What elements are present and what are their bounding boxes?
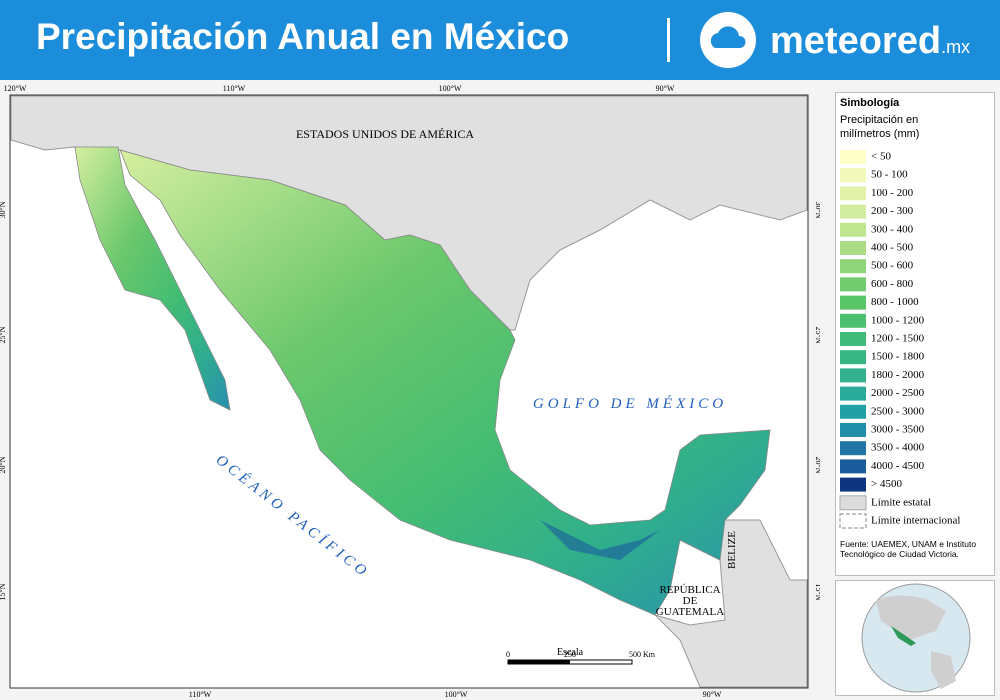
globe — [861, 583, 971, 693]
graticule-label: 30°N — [814, 202, 820, 219]
graticule-label: 110°W — [223, 84, 246, 93]
legend-swatch — [840, 186, 866, 201]
legend-swatch — [839, 513, 867, 529]
scale-rect — [508, 660, 570, 664]
high-precip-zone — [540, 520, 660, 560]
legend-label: 500 - 600 — [871, 260, 914, 272]
legend-swatch — [840, 350, 866, 365]
legend-label: 3000 - 3500 — [871, 424, 925, 436]
legend-swatch — [840, 386, 866, 401]
legend-swatch — [840, 150, 866, 164]
legend-swatch — [840, 222, 866, 237]
graticule-label: 15°N — [814, 584, 820, 601]
legend-swatch — [840, 259, 866, 274]
legend-title: Simbología — [840, 97, 900, 109]
legend-label: 600 - 800 — [871, 278, 914, 290]
scale-tick: 250 — [564, 650, 576, 659]
legend-label: 1200 - 1500 — [871, 333, 925, 345]
brand-name: meteored — [770, 20, 942, 62]
legend-swatch — [840, 477, 866, 492]
logo — [700, 12, 756, 68]
label-usa: ESTADOS UNIDOS DE AMÉRICA — [296, 127, 474, 141]
label-belize: BELIZE — [726, 531, 738, 569]
legend-label: 1800 - 2000 — [871, 369, 925, 381]
header: Precipitación Anual en México meteored.m… — [0, 0, 1000, 80]
legend-label: 300 - 400 — [871, 223, 914, 235]
legend-swatch — [839, 495, 867, 511]
legend-swatch — [840, 204, 866, 219]
scale-tick: 500 Km — [629, 650, 656, 659]
legend-label: > 4500 — [871, 478, 902, 490]
legend-label: 2500 - 3000 — [871, 405, 925, 417]
legend-source: Fuente: UAEMEX, UNAM e Instituto Tecnoló… — [840, 539, 977, 559]
legend-swatch — [840, 313, 866, 328]
graticule-label: 20°N — [814, 457, 820, 474]
scale-tick: 0 — [506, 650, 510, 659]
graticule-label: 90°W — [703, 690, 722, 699]
graticule-label: 120°W — [4, 84, 27, 93]
graticule-label: 25°N — [0, 326, 7, 343]
legend-swatch — [840, 295, 866, 310]
graticule-label: 90°W — [656, 84, 675, 93]
legend-swatch — [840, 459, 866, 474]
legend-label: 4000 - 4500 — [871, 460, 925, 472]
baja-california — [74, 146, 231, 411]
scale-title: Escala — [557, 647, 584, 658]
graticule-label: 100°W — [445, 690, 468, 699]
legend-label: 3500 - 4000 — [871, 442, 925, 454]
legend-label: 800 - 1000 — [871, 296, 919, 308]
legend-label: 2000 - 2500 — [871, 387, 925, 399]
label-guatemala: DE — [683, 595, 698, 607]
graticule-label: 25°N — [814, 327, 820, 344]
title: Precipitación Anual en México — [36, 16, 570, 57]
graticule-label: 15°N — [0, 583, 7, 600]
legend-swatch — [840, 241, 866, 255]
legend-label: 100 - 200 — [871, 187, 914, 199]
brand-suffix: .mx — [941, 37, 971, 57]
graticule-label: 110°W — [189, 690, 212, 699]
legend-label: < 50 — [871, 151, 891, 163]
legend-swatch — [840, 441, 866, 456]
legend-label: 1500 - 1800 — [871, 351, 925, 363]
label-guatemala: REPÚBLICA — [659, 584, 720, 596]
legend-label: 200 - 300 — [871, 205, 914, 217]
legend-label: 50 - 100 — [871, 169, 908, 181]
scale-bar: Escala 0 250 500 Km — [506, 647, 656, 665]
legend-label: Límite internacional — [871, 515, 961, 527]
legend-swatch — [840, 423, 866, 437]
graticule-label: 100°W — [439, 84, 462, 93]
separator — [667, 18, 670, 62]
mexico-mainland — [119, 149, 771, 616]
legend-swatch — [840, 277, 866, 292]
label-gulf: GOLFO DE MÉXICO — [533, 395, 727, 412]
legend-label: Límite estatal — [871, 496, 931, 508]
legend-swatch — [840, 332, 866, 346]
brand: meteored.mx — [770, 20, 970, 63]
legend-label: 400 - 500 — [871, 242, 914, 254]
graticule-label: 30°N — [0, 201, 7, 218]
legend-items: < 50 50 - 100 100 - 200 200 - 300 300 - 400 4… — [839, 150, 961, 529]
legend: Simbología Precipitación en milímetros (… — [835, 92, 995, 576]
graticule-label: 20°N — [0, 456, 7, 473]
legend-swatch — [840, 368, 866, 383]
legend-swatch — [840, 168, 866, 183]
map: ESTADOS UNIDOS DE AMÉRICA GOLFO DE MÉXIC… — [0, 84, 820, 699]
legend-label: 1000 - 1200 — [871, 314, 925, 326]
label-guatemala: GUATEMALA — [656, 606, 724, 618]
legend-swatch — [840, 404, 866, 419]
legend-subtitle: Precipitación en milímetros (mm) — [840, 114, 920, 140]
inset-globe — [835, 580, 995, 696]
